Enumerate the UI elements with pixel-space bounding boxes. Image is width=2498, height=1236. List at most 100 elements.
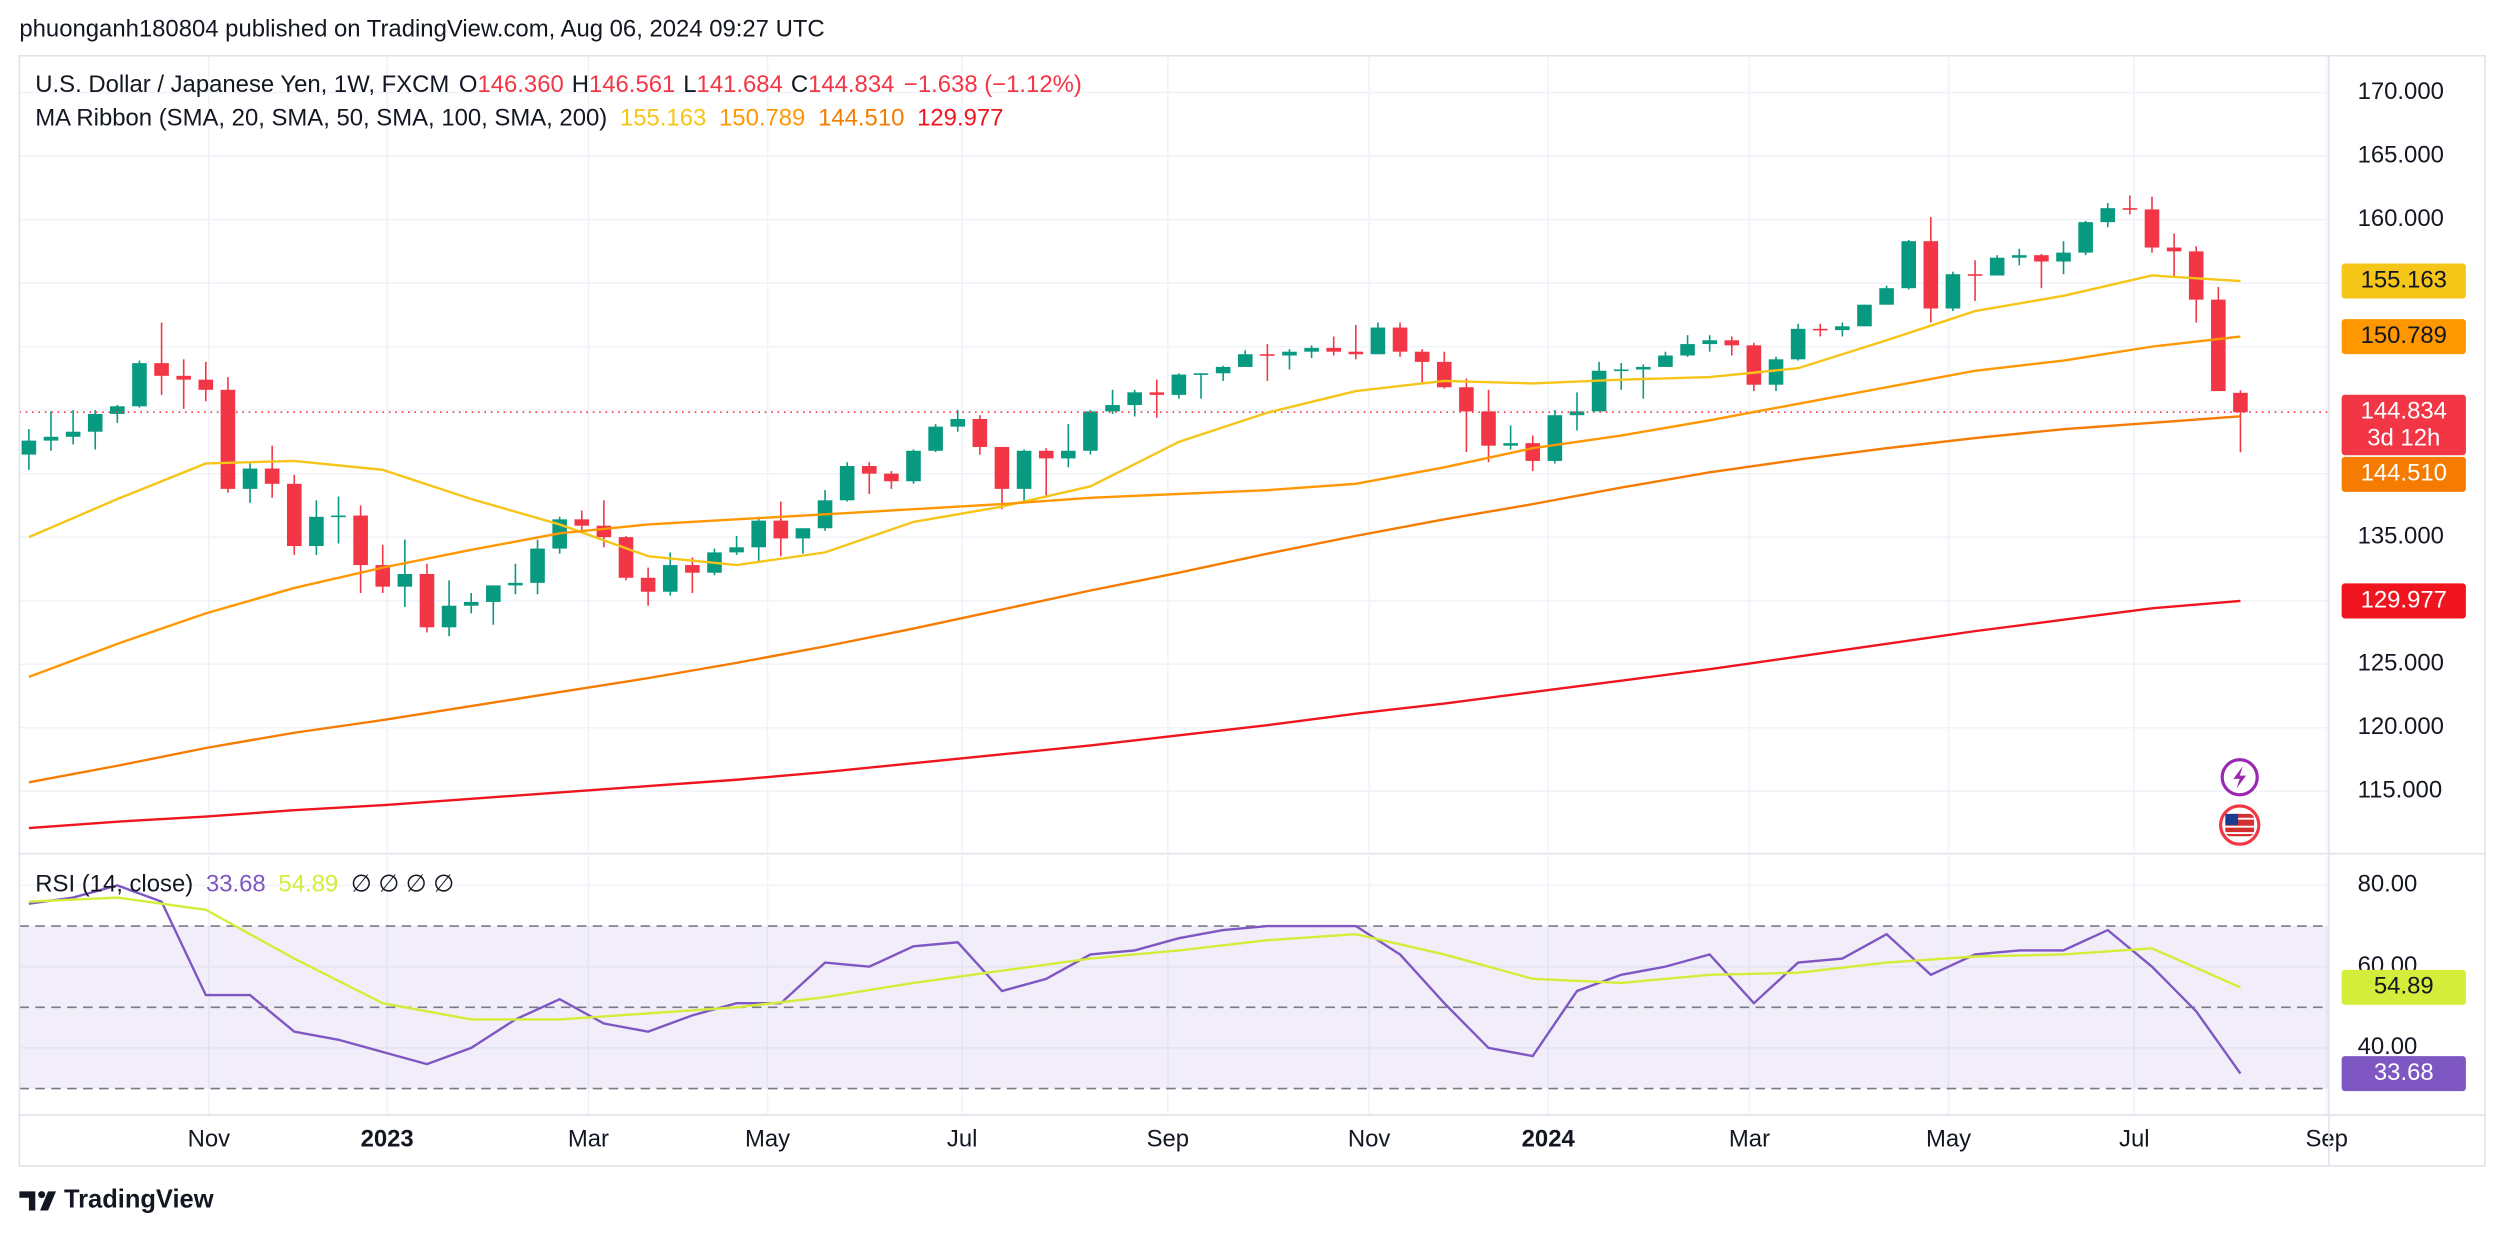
alert-bolt[interactable]: [2233, 766, 2247, 789]
alert-icon[interactable]: [2220, 758, 2259, 797]
candle-body: [1348, 351, 1364, 355]
series-line: [28, 335, 2241, 678]
candle-body: [1083, 411, 1098, 451]
candle-body: [1193, 373, 1209, 375]
candle-body: [1724, 340, 1740, 346]
axis-badge: [2341, 583, 2466, 619]
candle-body: [2056, 252, 2071, 262]
legend-part: 144.834: [808, 71, 894, 98]
y-tick-label: 170.000: [2358, 78, 2444, 105]
series-line: [28, 415, 2241, 784]
candle-body: [1503, 443, 1518, 446]
y-tick-label: 120.000: [2358, 713, 2444, 740]
candle-body: [375, 565, 391, 587]
legend-part: 144.510: [818, 105, 904, 132]
legend-part: RSI (14, close): [35, 871, 193, 898]
pane: [19, 855, 2329, 1115]
candle-body: [1525, 443, 1541, 461]
candle-body: [1680, 344, 1695, 356]
candle-body: [1459, 387, 1474, 412]
candle-body: [1392, 327, 1408, 352]
axis-badge-label: 150.789: [2361, 322, 2447, 349]
legend-part: H: [572, 71, 589, 98]
brand-name[interactable]: TradingView: [64, 1186, 214, 1214]
x-tick-label: Jul: [2119, 1126, 2150, 1153]
axis-badge: [2341, 263, 2466, 299]
axis-badge: [2341, 319, 2466, 355]
candle-body: [1061, 450, 1076, 459]
candle-body: [994, 446, 1010, 489]
brand-logo[interactable]: [19, 1191, 57, 1211]
candle-body: [1702, 340, 1717, 345]
candle-body: [1171, 374, 1187, 395]
axis-badge: [2341, 394, 2466, 456]
candle-body: [1105, 405, 1120, 412]
candle-body: [1901, 241, 1917, 289]
x-tick-label: Sep: [1147, 1126, 1189, 1153]
logo-part: [38, 1191, 46, 1199]
candle-body: [1636, 366, 1651, 370]
candle-body: [1857, 304, 1872, 327]
candle-body: [1237, 354, 1253, 367]
candle-body: [1481, 411, 1496, 446]
y-tick-label: 125.000: [2358, 649, 2444, 676]
legend-part: 150.789: [719, 105, 805, 132]
candle-body: [220, 389, 236, 489]
candle-body: [1370, 327, 1386, 355]
logo-part: [19, 1191, 36, 1211]
candle-body: [21, 440, 37, 455]
candle-body: [1127, 392, 1142, 406]
legend-part: O: [459, 71, 478, 98]
candle-body: [640, 577, 656, 592]
event-icon[interactable]: [2219, 804, 2261, 846]
x-tick-label: Mar: [568, 1126, 609, 1153]
candle-body: [1260, 354, 1275, 356]
axis-badge: [2341, 1056, 2466, 1092]
candle-body: [2122, 208, 2138, 210]
candle-body: [773, 520, 789, 539]
candle-body: [2233, 392, 2248, 413]
candle-body: [2166, 247, 2182, 252]
candle-body: [397, 573, 413, 587]
candle-body: [795, 528, 811, 539]
candle-body: [596, 525, 612, 538]
candle-body: [1414, 351, 1430, 362]
candle-body: [2144, 209, 2160, 248]
candle-body: [1304, 347, 1319, 352]
candle-body: [1016, 450, 1032, 489]
candle-body: [1569, 411, 1585, 416]
candle-body: [928, 426, 943, 451]
candle-body: [1835, 326, 1850, 331]
candle-body: [1790, 328, 1806, 360]
x-tick-label: 2024: [1522, 1126, 1576, 1153]
candle-body: [264, 468, 280, 484]
event-flag-canton[interactable]: [2225, 813, 2239, 826]
legend-part: C: [791, 71, 808, 98]
y-tick-label: 160.000: [2358, 205, 2444, 232]
y-tick-label: 115.000: [2358, 776, 2443, 803]
axis-badge-label: 129.977: [2361, 586, 2447, 613]
pane: [19, 55, 2329, 853]
candle-body: [2011, 255, 2027, 258]
axis-badge: [2341, 456, 2466, 492]
axis-badge-label: 144.834: [2361, 398, 2447, 425]
candle-body: [1038, 450, 1054, 459]
candle-body: [1591, 370, 1607, 412]
candle-body: [65, 431, 81, 437]
legend-part: 146.360: [477, 71, 563, 98]
candle-body: [1547, 415, 1563, 461]
candle-body: [1436, 361, 1452, 388]
x-tick-label: May: [1926, 1126, 1971, 1153]
legend-part: 141.684: [697, 71, 783, 98]
candle-body: [1215, 366, 1231, 374]
legend-part: 54.89: [278, 871, 338, 898]
candle-body: [2078, 222, 2093, 253]
series-line: [28, 274, 2241, 567]
candle-body: [884, 473, 899, 482]
candle-body: [1923, 241, 1939, 309]
candle-body: [1326, 347, 1342, 352]
candle-body: [486, 585, 501, 602]
candle-body: [2188, 251, 2204, 300]
candle-body: [751, 520, 766, 548]
legend-part: L: [683, 71, 696, 98]
